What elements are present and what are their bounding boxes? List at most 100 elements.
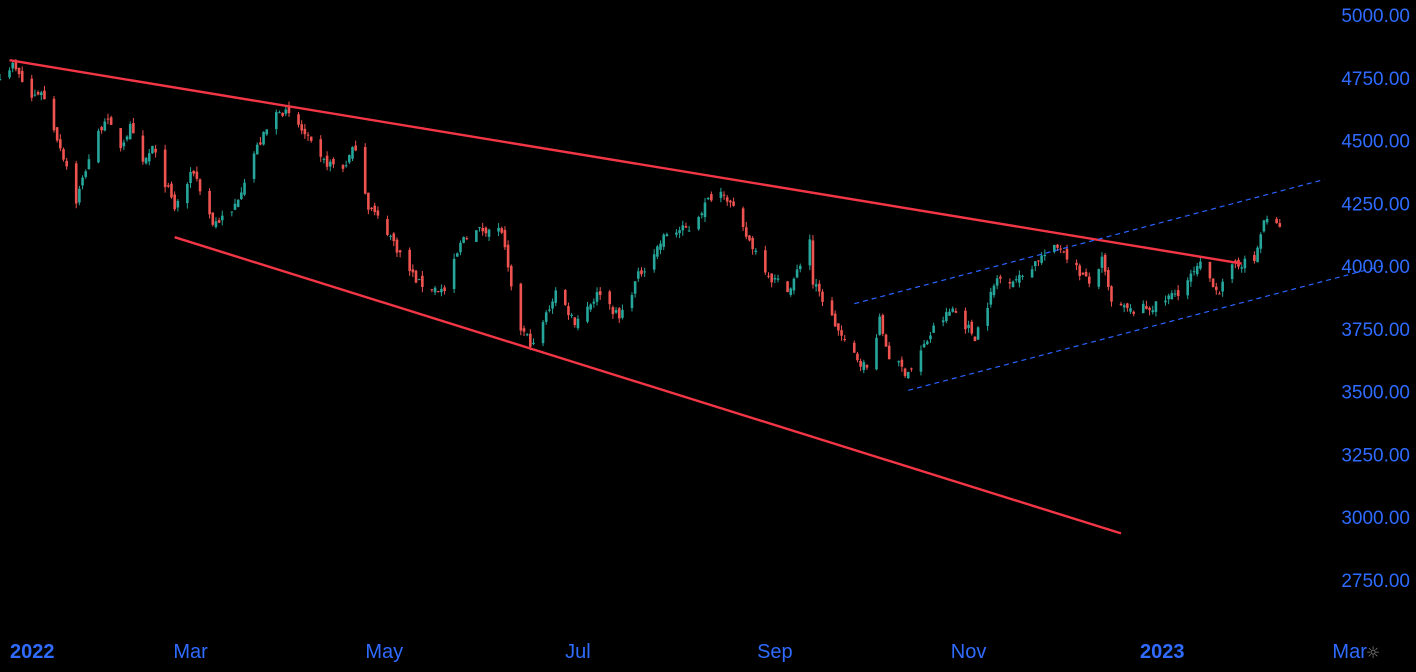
candle: [344, 160, 348, 168]
candle: [589, 303, 592, 312]
settings-sun-icon[interactable]: ☼: [1365, 643, 1381, 662]
candle: [1053, 244, 1056, 254]
candle: [751, 236, 754, 255]
price-tick-label: 4500.00: [1341, 132, 1410, 153]
candle: [1141, 300, 1145, 314]
candle: [710, 191, 713, 202]
candle: [1189, 269, 1193, 287]
candle: [1037, 260, 1040, 267]
candle: [954, 308, 958, 314]
candle: [945, 307, 948, 324]
price-tick-label: 3000.00: [1341, 508, 1410, 529]
candle: [576, 315, 580, 331]
price-tick-label: 5000.00: [1341, 6, 1410, 27]
candle: [1199, 257, 1202, 271]
candle: [1008, 278, 1012, 289]
candle: [951, 306, 955, 313]
candle: [614, 307, 618, 314]
price-axis[interactable]: 5000.00 4750.00 4500.00 4250.00 4000.00 3750.…: [1341, 6, 1410, 592]
candle: [52, 95, 56, 133]
candle: [440, 284, 443, 297]
candle: [811, 235, 815, 289]
candle: [643, 267, 646, 277]
candle: [39, 90, 43, 101]
price-tick-label: 3500.00: [1341, 383, 1410, 404]
candle: [262, 131, 265, 146]
candle: [1214, 282, 1218, 295]
candle: [1081, 272, 1085, 276]
candle: [1018, 270, 1021, 288]
candle: [281, 112, 284, 118]
candle: [376, 206, 380, 219]
candlestick-series: [0, 59, 1282, 380]
candle: [1167, 293, 1170, 305]
candle: [598, 287, 602, 300]
candle: [55, 126, 59, 143]
candle: [929, 331, 932, 343]
candle: [452, 253, 456, 293]
candle: [328, 159, 332, 172]
candle: [265, 129, 269, 136]
candle: [1278, 218, 1282, 228]
candle: [141, 130, 145, 165]
candle: [570, 312, 573, 319]
candle: [151, 145, 154, 154]
candle: [1011, 280, 1015, 288]
candle: [544, 310, 548, 325]
candle: [43, 85, 46, 100]
candle: [1100, 252, 1104, 273]
candle: [500, 226, 504, 235]
candle: [0, 73, 2, 81]
candle: [1262, 219, 1266, 233]
candle: [922, 339, 926, 348]
candle: [503, 226, 507, 250]
candle: [122, 139, 126, 151]
price-tick-label: 4250.00: [1341, 194, 1410, 215]
candle: [865, 364, 869, 370]
candle: [370, 207, 373, 211]
candle: [1259, 232, 1263, 254]
candle: [678, 226, 681, 239]
candle: [106, 113, 110, 125]
candle: [1148, 306, 1151, 316]
candle: [856, 351, 859, 363]
candle: [284, 105, 288, 117]
candle: [814, 278, 818, 292]
channel-line-4[interactable]: [908, 265, 1382, 391]
candle: [973, 336, 977, 342]
time-axis[interactable]: 2022 Mar May Jul Sep Nov 2023 Mar: [10, 641, 1367, 663]
candle: [1230, 263, 1234, 284]
candle: [147, 149, 151, 166]
candle: [567, 302, 570, 320]
candle: [17, 67, 21, 78]
candle: [1221, 278, 1224, 297]
candle: [417, 278, 421, 281]
candle: [541, 319, 545, 347]
candle: [443, 285, 446, 295]
candle: [1119, 301, 1123, 306]
candle: [59, 134, 62, 152]
candle: [459, 240, 462, 256]
candle: [1129, 304, 1132, 314]
candle: [65, 157, 68, 170]
channel-line-3[interactable]: [854, 178, 1325, 305]
candle: [732, 197, 735, 207]
trendline-2[interactable]: [174, 236, 1122, 535]
candle: [497, 223, 500, 237]
candle: [525, 333, 529, 337]
candle: [8, 67, 11, 80]
candle: [421, 271, 424, 293]
candle: [1275, 217, 1278, 224]
candle: [1043, 249, 1047, 261]
candle: [30, 74, 34, 102]
trendline-1[interactable]: [9, 59, 1242, 265]
candle: [1107, 267, 1110, 291]
candle: [1218, 291, 1221, 295]
time-tick-label: Jul: [565, 641, 591, 663]
candle: [656, 245, 659, 260]
candle: [1122, 303, 1126, 313]
candle: [1173, 289, 1177, 297]
candle: [630, 292, 634, 312]
candle: [309, 136, 313, 143]
